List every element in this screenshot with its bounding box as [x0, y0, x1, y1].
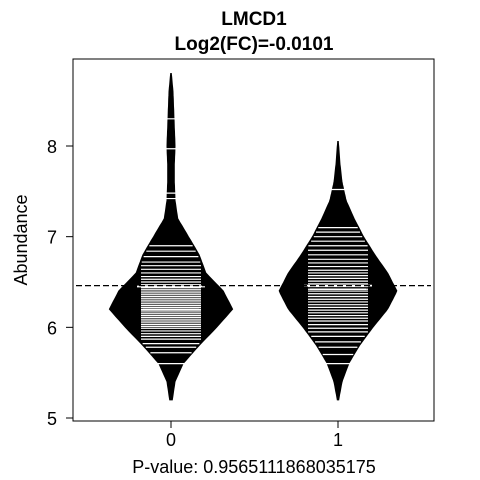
- y-tick-label-8: 8: [47, 137, 57, 157]
- y-axis-label: Abundance: [11, 194, 31, 285]
- y-tick-label-5: 5: [47, 409, 57, 429]
- y-tick-label-6: 6: [47, 318, 57, 338]
- chart-subtitle: Log2(FC)=-0.0101: [175, 34, 334, 55]
- bean-group-1: [278, 141, 398, 401]
- x-tick-label-0: 0: [166, 430, 176, 450]
- x-tick-label-1: 1: [333, 430, 343, 450]
- chart-title: LMCD1: [221, 9, 287, 30]
- x-axis-label: P-value: 0.9565111868035175: [132, 457, 376, 477]
- plot-frame: [72, 58, 435, 422]
- y-tick-label-7: 7: [47, 228, 57, 248]
- bean-density-0: [108, 73, 234, 401]
- beans-layer: [108, 73, 398, 401]
- y-axis: 5 6 7 8: [47, 137, 73, 429]
- bean-group-0: [108, 73, 234, 401]
